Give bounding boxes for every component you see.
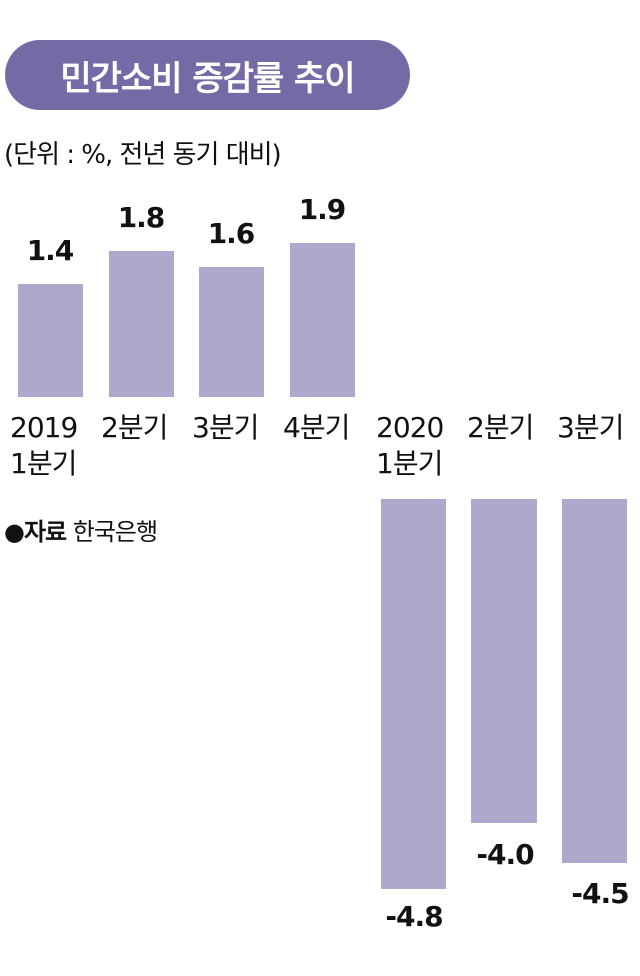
bar-2020-q3 — [562, 499, 627, 863]
value-label: 1.4 — [26, 234, 75, 267]
category-label: 3분기 — [192, 411, 259, 444]
value-label: -4.8 — [385, 900, 443, 933]
bar-2019-q2 — [109, 251, 174, 397]
category-label: 4분기 — [283, 411, 350, 444]
chart-title: 민간소비 증감률 추이 — [5, 40, 410, 110]
category-label: 2분기 — [467, 411, 534, 444]
category-label: 2019 1분기 — [10, 411, 78, 480]
value-label: -4.0 — [476, 838, 534, 871]
category-label: 2020 1분기 — [376, 411, 444, 480]
bar-2019-q1 — [18, 284, 83, 397]
bar-2019-q4 — [290, 243, 355, 397]
value-label: -4.5 — [571, 877, 629, 910]
bar-2019-q3 — [199, 267, 264, 397]
bar-2020-q2 — [471, 499, 537, 823]
value-label: 1.9 — [298, 193, 347, 226]
category-label: 2분기 — [101, 411, 168, 444]
value-label: 1.6 — [207, 217, 256, 250]
bar-2020-q1 — [381, 499, 446, 889]
value-label: 1.8 — [117, 201, 166, 234]
source-note: ●자료 한국은행 — [4, 518, 158, 546]
category-label: 3분기 — [557, 411, 624, 444]
unit-note: (단위 : %, 전년 동기 대비) — [4, 140, 282, 170]
